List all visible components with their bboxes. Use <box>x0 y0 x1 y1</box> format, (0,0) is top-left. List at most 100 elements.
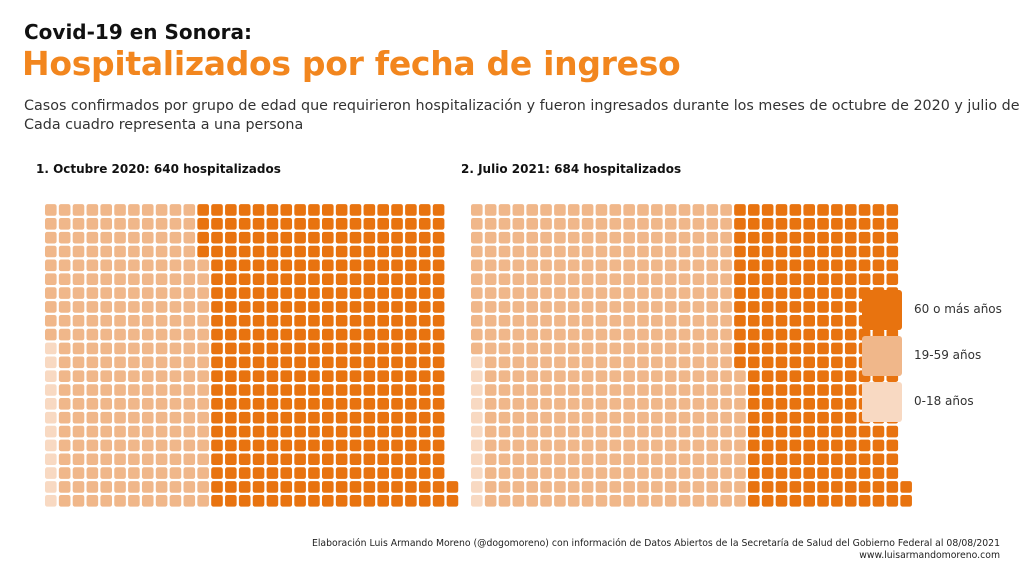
waffle-square-60-plus <box>789 467 802 479</box>
waffle-square-19-59 <box>155 273 168 285</box>
waffle-square-60-plus <box>858 273 871 285</box>
waffle-square-60-plus <box>775 231 788 244</box>
waffle-square-60-plus <box>789 481 802 493</box>
waffle-square-60-plus <box>831 384 843 396</box>
waffle-square-19-59 <box>706 411 719 424</box>
waffle-square-19-59 <box>609 453 622 466</box>
waffle-square-19-59 <box>595 425 608 438</box>
waffle-square-19-59 <box>86 384 99 396</box>
waffle-square-19-59 <box>155 314 168 327</box>
waffle-square-60-plus <box>405 259 417 272</box>
waffle-square-60-plus <box>238 439 251 452</box>
waffle-square-19-59 <box>155 204 168 216</box>
waffle-square-60-plus <box>432 204 445 216</box>
waffle-square-19-59 <box>664 245 677 258</box>
waffle-square-19-59 <box>183 259 196 272</box>
waffle-square-60-plus <box>418 301 431 313</box>
waffle-square-19-59 <box>86 314 99 327</box>
waffle-square-60-plus <box>831 453 843 466</box>
waffle-square-19-59 <box>554 342 566 355</box>
waffle-square-19-59 <box>595 370 608 382</box>
waffle-square-60-plus <box>418 328 431 341</box>
waffle-square-60-plus <box>349 495 362 507</box>
waffle-square-19-59 <box>664 231 677 244</box>
waffle-square-19-59 <box>484 328 497 341</box>
waffle-square-19-59 <box>567 398 580 410</box>
waffle-square-60-plus <box>775 328 788 341</box>
waffle-square-19-59 <box>637 481 649 493</box>
waffle-square-0-18 <box>45 425 57 438</box>
waffle-square-19-59 <box>512 384 525 396</box>
waffle-square-19-59 <box>512 370 525 382</box>
waffle-square-60-plus <box>872 439 885 452</box>
waffle-square-60-plus <box>858 495 871 507</box>
waffle-square-19-59 <box>526 287 538 299</box>
waffle-square-60-plus <box>266 384 279 396</box>
waffle-square-19-59 <box>72 273 85 285</box>
waffle-square-60-plus <box>803 218 815 230</box>
waffle-square-19-59 <box>183 356 196 369</box>
waffle-square-60-plus <box>294 301 306 313</box>
waffle-square-19-59 <box>692 439 705 452</box>
waffle-square-60-plus <box>252 314 265 327</box>
waffle-square-19-59 <box>664 204 677 216</box>
waffle-square-19-59 <box>169 481 182 493</box>
waffle-square-60-plus <box>831 425 843 438</box>
waffle-square-19-59 <box>637 301 649 313</box>
waffle-square-19-59 <box>100 495 112 507</box>
waffle-square-19-59 <box>72 314 85 327</box>
waffle-square-60-plus <box>761 495 774 507</box>
waffle-square-19-59 <box>651 218 663 230</box>
waffle-square-19-59 <box>114 245 126 258</box>
waffle-square-60-plus <box>817 314 829 327</box>
waffle-square-19-59 <box>692 342 705 355</box>
waffle-square-60-plus <box>322 273 334 285</box>
waffle-square-0-18 <box>45 481 57 493</box>
waffle-square-60-plus <box>775 495 788 507</box>
waffle-square-60-plus <box>266 453 279 466</box>
waffle-square-60-plus <box>266 356 279 369</box>
waffle-square-60-plus <box>238 287 251 299</box>
waffle-square-60-plus <box>335 370 348 382</box>
waffle-square-19-59 <box>58 467 71 479</box>
waffle-square-19-59 <box>484 259 497 272</box>
waffle-square-60-plus <box>858 453 871 466</box>
waffle-square-60-plus <box>817 370 829 382</box>
waffle-square-19-59 <box>183 231 196 244</box>
waffle-square-60-plus <box>789 301 802 313</box>
waffle-square-60-plus <box>294 245 306 258</box>
waffle-square-19-59 <box>484 425 497 438</box>
waffle-square-60-plus <box>844 439 857 452</box>
waffle-square-19-59 <box>540 453 552 466</box>
waffle-square-19-59 <box>72 453 85 466</box>
waffle-square-60-plus <box>349 287 362 299</box>
waffle-square-19-59 <box>692 231 705 244</box>
waffle-square-60-plus <box>211 481 223 493</box>
waffle-square-60-plus <box>266 467 279 479</box>
waffle-square-60-plus <box>363 245 376 258</box>
waffle-square-19-59 <box>114 453 126 466</box>
waffle-square-19-59 <box>498 411 511 424</box>
waffle-square-19-59 <box>128 398 140 410</box>
waffle-square-19-59 <box>623 314 635 327</box>
waffle-square-60-plus <box>418 467 431 479</box>
waffle-square-19-59 <box>692 245 705 258</box>
waffle-square-19-59 <box>86 356 99 369</box>
waffle-square-60-plus <box>391 398 403 410</box>
waffle-square-19-59 <box>734 398 746 410</box>
waffle-square-60-plus <box>238 495 251 507</box>
waffle-square-19-59 <box>58 495 71 507</box>
waffle-square-60-plus <box>349 411 362 424</box>
waffle-square-60-plus <box>280 342 293 355</box>
waffle-square-19-59 <box>678 439 691 452</box>
waffle-square-19-59 <box>567 259 580 272</box>
waffle-square-60-plus <box>886 245 899 258</box>
waffle-square-19-59 <box>58 314 71 327</box>
waffle-square-19-59 <box>623 398 635 410</box>
waffle-square-19-59 <box>706 439 719 452</box>
waffle-square-60-plus <box>211 453 223 466</box>
waffle-square-19-59 <box>484 287 497 299</box>
waffle-square-60-plus <box>308 287 320 299</box>
waffle-square-60-plus <box>252 467 265 479</box>
waffle-square-19-59 <box>100 453 112 466</box>
